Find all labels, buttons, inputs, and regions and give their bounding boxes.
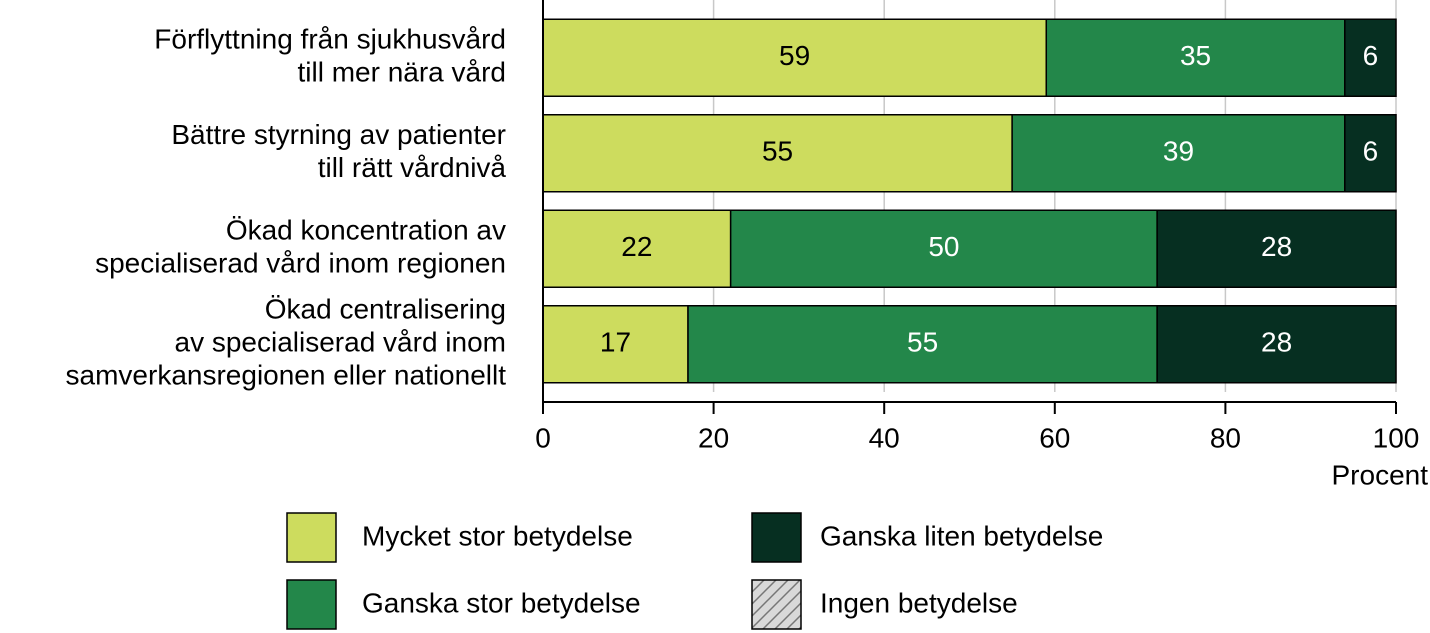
x-tick-label: 80 [1210, 422, 1241, 453]
y-tick-label: Bättre styrning av patienter till rätt vå… [171, 119, 506, 183]
x-axis-label: Procent [1332, 459, 1429, 490]
legend-swatch [286, 579, 337, 630]
value-label: 6 [1363, 136, 1379, 167]
value-label: 28 [1261, 327, 1292, 358]
x-tick-label: 100 [1373, 422, 1420, 453]
value-label: 39 [1163, 136, 1194, 167]
value-label: 50 [928, 231, 959, 262]
bar-segment [1156, 209, 1397, 288]
value-label: 22 [621, 231, 652, 262]
bar-segment [542, 209, 732, 288]
legend-swatch [751, 579, 802, 630]
bar-segment [542, 114, 1013, 193]
y-tick-label: Ökad centralisering av specialiserad vård… [66, 294, 507, 391]
value-label: 6 [1363, 40, 1379, 71]
legend-swatch [286, 512, 337, 563]
value-label: 55 [762, 136, 793, 167]
value-label: 17 [600, 327, 631, 358]
y-tick-label: Förflyttning från sjukhusvård till mer nä… [154, 24, 506, 88]
legend-label: Ingen betydelse [820, 587, 1018, 618]
x-tick-label: 40 [869, 422, 900, 453]
y-tick-label: Ökad koncentration av specialiserad vård … [95, 215, 506, 279]
x-tick-label: 20 [698, 422, 729, 453]
value-label: 55 [907, 327, 938, 358]
legend-label: Ganska stor betydelse [362, 587, 641, 618]
legend-label: Ganska liten betydelse [820, 520, 1103, 551]
x-tick-label: 60 [1039, 422, 1070, 453]
bar-segment [687, 305, 1158, 384]
bar-segment [542, 18, 1048, 97]
value-label: 35 [1180, 40, 1211, 71]
value-label: 28 [1261, 231, 1292, 262]
x-tick-label: 0 [535, 422, 551, 453]
bar-segment [1011, 114, 1346, 193]
bar-segment [1344, 114, 1397, 193]
legend-swatch [751, 512, 802, 563]
bar-segment [1045, 18, 1346, 97]
bar-segment [1156, 305, 1397, 384]
bar-segment [1344, 18, 1397, 97]
legend-label: Mycket stor betydelse [362, 520, 633, 551]
value-label: 59 [779, 40, 810, 71]
